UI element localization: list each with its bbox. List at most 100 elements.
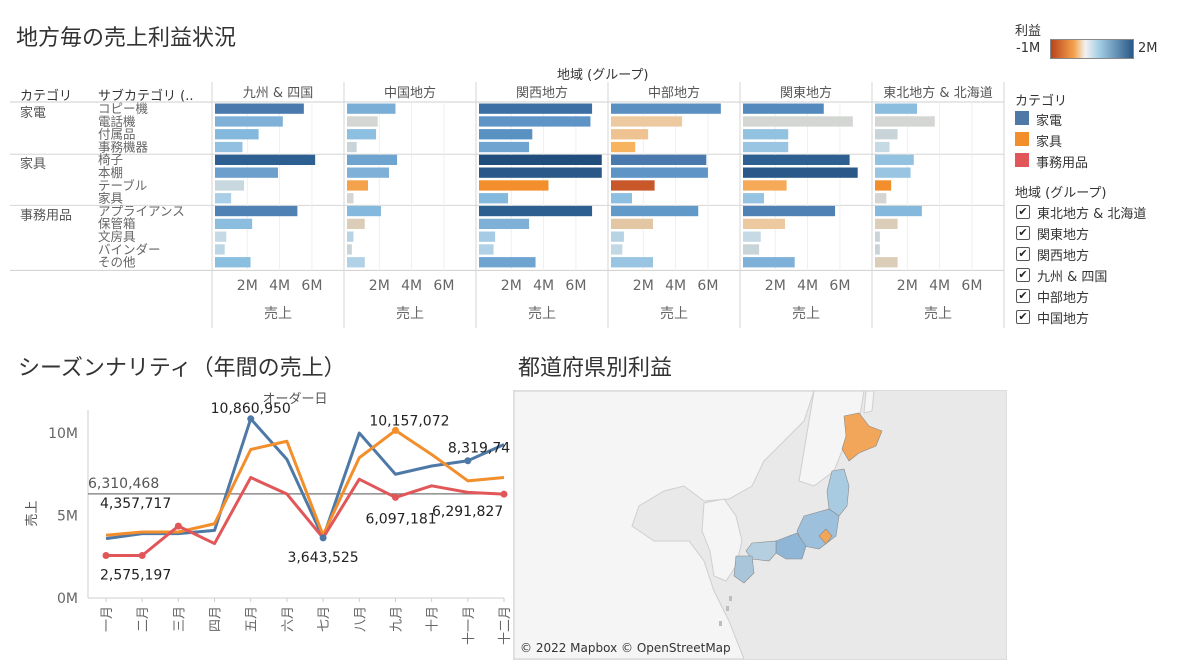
kyushu xyxy=(733,555,755,584)
category-legend-title: カテゴリ xyxy=(1015,94,1068,109)
bar xyxy=(743,103,824,114)
bar xyxy=(611,205,699,217)
ryukyu-islands xyxy=(719,596,732,626)
map-credit: © 2022 Mapbox © OpenStreetMap xyxy=(520,641,731,655)
bar xyxy=(479,205,593,217)
axis-tick-label: 6M xyxy=(301,278,322,294)
data-point xyxy=(391,493,399,501)
data-label: 10,157,072 xyxy=(369,413,449,429)
bar xyxy=(347,193,354,204)
bar xyxy=(347,167,389,178)
profit-legend-title: 利益 xyxy=(1015,24,1042,39)
region-header: 関西地方 xyxy=(516,85,568,101)
x-tick-label: 七月 xyxy=(317,606,332,632)
bar xyxy=(479,167,602,178)
line-chart-title: シーズンナリティ（年間の売上） xyxy=(18,356,346,381)
y-tick-label: 10M xyxy=(48,426,78,442)
subcategory-label: 椅子 xyxy=(98,152,123,167)
axis-tick-label: 6M xyxy=(961,278,982,294)
region-checkbox[interactable]: ✔ xyxy=(1016,226,1030,240)
bar xyxy=(875,193,887,204)
bar xyxy=(875,141,890,153)
prefecture-profit-map[interactable]: © 2022 Mapbox © OpenStreetMap xyxy=(513,390,1007,660)
page-title: 地方毎の売上利益状況 xyxy=(16,26,237,51)
region-filter-label[interactable]: 関東地方 xyxy=(1037,228,1090,243)
bar xyxy=(743,141,789,153)
data-point xyxy=(247,415,255,423)
region-checkbox[interactable]: ✔ xyxy=(1016,268,1030,282)
subcategory-label: 文房具 xyxy=(98,229,136,244)
bar xyxy=(347,231,354,242)
region-filter-label[interactable]: 東北地方 & 北海道 xyxy=(1037,207,1147,222)
subcategory-label: 電話機 xyxy=(98,114,136,129)
data-point xyxy=(319,534,327,542)
subcategory-label: 家具 xyxy=(98,191,124,206)
bar xyxy=(743,167,858,178)
bar xyxy=(479,218,530,229)
bar xyxy=(743,193,764,204)
bar xyxy=(611,218,653,229)
bar xyxy=(875,257,898,268)
bar xyxy=(611,193,632,204)
map-canvas xyxy=(514,391,883,659)
region-filter-label[interactable]: 九州 & 四国 xyxy=(1037,270,1108,285)
bar xyxy=(347,218,365,229)
data-label: 3,643,525 xyxy=(287,550,358,566)
axis-title: 売上 xyxy=(660,306,688,322)
bar xyxy=(743,257,795,268)
bar xyxy=(215,154,316,165)
region-checkbox[interactable]: ✔ xyxy=(1016,310,1030,324)
bar xyxy=(479,244,494,255)
axis-tick-label: 4M xyxy=(269,278,290,294)
bar xyxy=(875,154,914,165)
x-tick-label: 八月 xyxy=(353,606,368,632)
axis-tick-label: 4M xyxy=(797,278,818,294)
data-label: 2,575,197 xyxy=(100,568,171,584)
region-header: 中国地方 xyxy=(384,85,436,101)
region-checkbox[interactable]: ✔ xyxy=(1016,247,1030,261)
region-filter-label[interactable]: 中国地方 xyxy=(1037,312,1090,327)
axis-tick-label: 2M xyxy=(237,278,258,294)
region-filter-label[interactable]: 中部地方 xyxy=(1037,291,1090,306)
region-filter-label[interactable]: 関西地方 xyxy=(1037,249,1090,264)
region-checkbox[interactable]: ✔ xyxy=(1016,289,1030,303)
chugoku-shikoku xyxy=(745,540,777,562)
x-tick-label: 二月 xyxy=(136,606,151,632)
region-header: 東北地方 & 北海道 xyxy=(883,85,992,101)
bar xyxy=(743,218,785,229)
bar xyxy=(611,154,707,165)
x-tick-label: 四月 xyxy=(209,606,224,632)
axis-tick-label: 4M xyxy=(533,278,554,294)
data-point xyxy=(391,426,399,434)
bar xyxy=(479,231,496,242)
subcategory-label: 付属品 xyxy=(98,127,136,142)
legend-label-furniture: 家具 xyxy=(1036,135,1063,150)
subcategory-label: 保管箱 xyxy=(98,216,136,231)
region-checkbox[interactable]: ✔ xyxy=(1016,205,1030,219)
data-point xyxy=(174,522,182,530)
axis-tick-label: 2M xyxy=(633,278,654,294)
bar xyxy=(743,154,850,165)
bar xyxy=(611,257,653,268)
bar xyxy=(215,116,283,127)
bar xyxy=(875,116,935,127)
bar xyxy=(743,244,760,255)
bar xyxy=(875,180,892,191)
x-tick-label: 一月 xyxy=(100,606,115,632)
bar xyxy=(611,103,721,114)
bar xyxy=(215,167,278,178)
data-label: 10,860,950 xyxy=(211,401,291,417)
bar xyxy=(479,116,591,127)
x-tick-label: 十二月 xyxy=(498,606,510,645)
axis-tick-label: 2M xyxy=(765,278,786,294)
bar xyxy=(875,103,917,114)
bar xyxy=(215,244,225,255)
bar-chart: 九州 & 四国 中国地方 関西地方 中部地方 関東地方 東北地方 & 北海道 家電 コピー機… xyxy=(10,82,1005,328)
bar xyxy=(347,141,357,153)
bar xyxy=(875,129,898,140)
bar xyxy=(347,205,381,217)
subcategory-label: バインダー xyxy=(98,242,161,257)
bar xyxy=(479,141,530,153)
x-tick-label: 十一月 xyxy=(462,606,477,645)
